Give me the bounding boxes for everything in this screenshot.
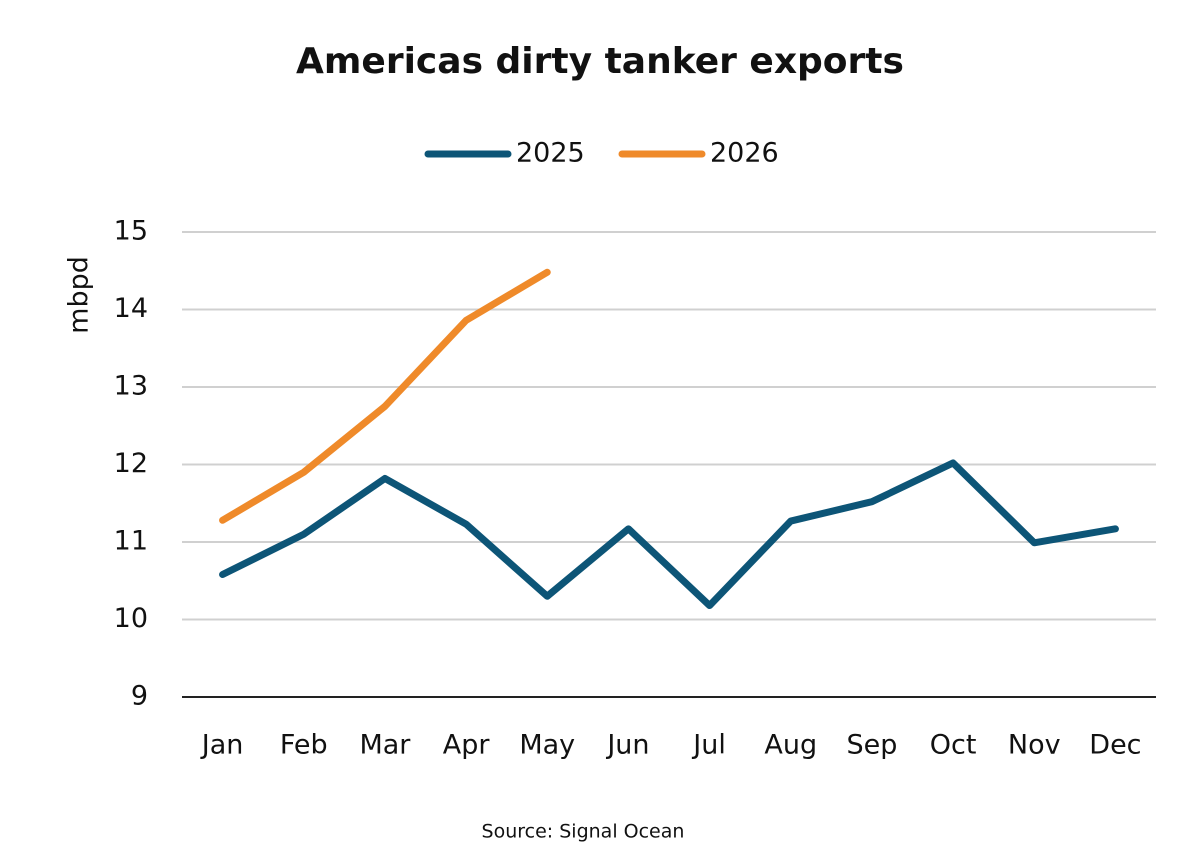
x-tick-label: Feb: [280, 730, 328, 761]
x-tick-label: Apr: [443, 730, 491, 761]
legend-label: 2026: [710, 138, 779, 169]
x-tick-label: Jun: [605, 730, 649, 761]
series-line: [219, 459, 1119, 610]
y-tick-label: 15: [114, 216, 148, 247]
chart-title: Americas dirty tanker exports: [296, 41, 904, 82]
y-axis-label: mbpd: [64, 256, 95, 334]
y-tick-label: 9: [131, 681, 148, 712]
source-note: Source: Signal Ocean: [482, 821, 685, 843]
series-line: [219, 268, 551, 524]
y-tick-label: 11: [114, 526, 148, 557]
x-tick-label: Jan: [200, 730, 244, 761]
x-tick-label: Jul: [691, 730, 726, 761]
x-tick-label: May: [519, 730, 575, 761]
x-tick-label: Dec: [1089, 730, 1141, 761]
y-tick-label: 12: [114, 448, 148, 479]
x-tick-label: Sep: [846, 730, 897, 761]
legend-label: 2025: [516, 138, 585, 169]
y-tick-label: 13: [114, 371, 148, 402]
y-tick-label: 10: [114, 603, 148, 634]
x-tick-label: Oct: [930, 730, 977, 761]
x-tick-label: Aug: [764, 730, 817, 761]
x-tick-label: Mar: [359, 730, 411, 761]
x-tick-label: Nov: [1008, 730, 1061, 761]
y-tick-label: 14: [114, 293, 148, 324]
